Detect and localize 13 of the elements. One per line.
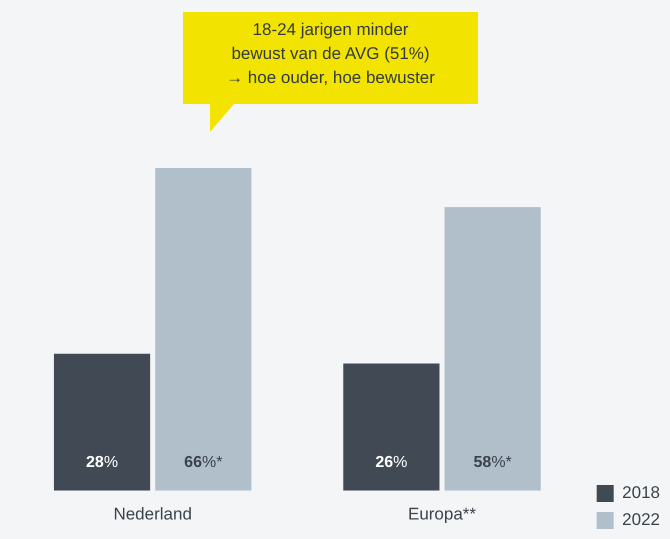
data-label: 66%* [184, 454, 222, 472]
bar [54, 354, 150, 491]
bar [155, 168, 252, 491]
data-label: 58%* [474, 454, 512, 472]
x-tick-label: Europa** [408, 504, 476, 524]
bar [343, 364, 440, 491]
legend-label: 2022 [622, 510, 660, 530]
x-tick-label: Nederland [113, 504, 192, 524]
bar [444, 207, 541, 491]
text: 18-24 jarigen minder bewust van de AVG (51%) → hoe ouder, hoe bewuster [225, 19, 436, 89]
data-label: 26% [375, 454, 408, 472]
legend-label: 2018 [622, 483, 660, 502]
data-label: 28% [86, 454, 118, 472]
